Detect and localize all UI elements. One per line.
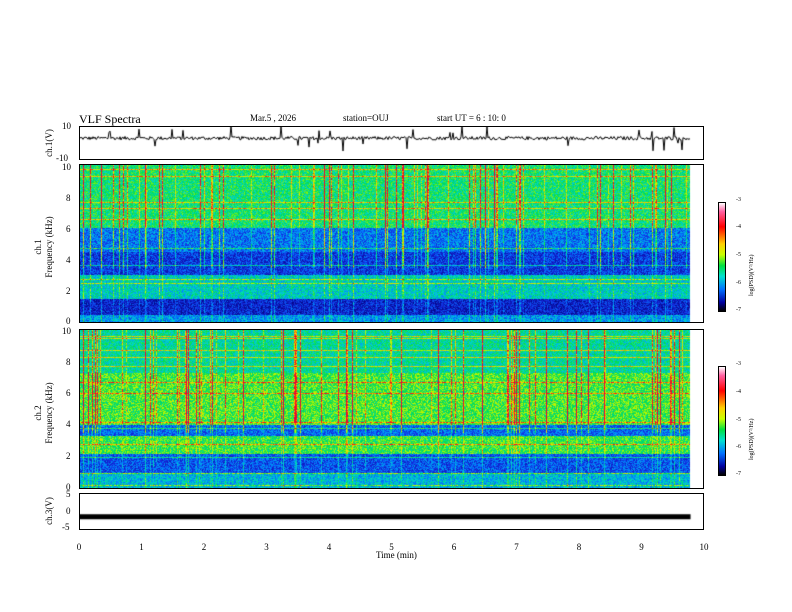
x-tick-label: 7 [514,542,519,552]
ch3-ytick-0: 0 [66,506,71,516]
ch2-spectrogram-ylabel: ch.2 Frequency (kHz) [33,363,55,463]
x-tick-label: 10 [699,542,709,552]
x-axis-label: Time (min) [376,550,417,560]
ch3-waveform-ylabel: ch.3(V) [44,497,54,525]
ch2-cbar-tick: -4 [736,389,741,395]
ch1-spectrogram-image [80,165,703,322]
ch2-ylabel-line2: Frequency (kHz) [44,382,54,444]
ch2-cbar-tick: -6 [736,444,741,450]
ch1-ytick: 0 [66,316,71,326]
ch1-ytick: 4 [66,255,71,265]
ch3-waveform-line [80,494,703,529]
ch1-waveform-line [80,127,703,159]
ch2-cbar-tick: -3 [736,361,741,367]
ch2-ytick: 6 [66,388,71,398]
ch1-ytick: 10 [62,162,71,172]
ch2-colorbar-label: log(PSD)(V²/Hz) [749,418,755,460]
ch1-ylabel-line1: ch.1 [33,239,43,255]
ch2-ytick: 0 [66,482,71,492]
ch1-cbar-tick: -7 [736,307,741,313]
date-label: Mar.5 , 2026 [250,113,296,123]
x-tick-label: 9 [639,542,644,552]
x-tick-label: 1 [139,542,144,552]
ch1-waveform-ylabel: ch.1(V) [44,129,54,157]
chart-title: VLF Spectra [79,112,141,126]
ch1-ytick-10: 10 [62,121,71,131]
ch2-colorbar [718,366,726,476]
ch1-cbar-tick: -3 [736,197,741,203]
ch3-waveform-panel [79,493,704,530]
ch1-colorbar-label: log(PSD)(V²/Hz) [749,254,755,296]
ch1-waveform-panel [79,126,704,160]
ch1-ytick: 2 [66,286,71,296]
x-tick-label: 0 [76,542,82,552]
ch3-ytick-5: 5 [66,489,71,499]
ch1-spectrogram-panel [79,164,704,323]
ch1-ytick: 8 [66,193,71,203]
ch1-ytick: 6 [66,224,71,234]
ch2-ylabel-line1: ch.2 [33,405,43,421]
ch2-spectrogram-image [80,330,703,488]
ch2-cbar-tick: -7 [736,471,741,477]
ch2-ytick: 4 [66,419,71,429]
x-tick-label: 6 [451,542,457,552]
start-time-label: start UT = 6 : 10: 0 [437,113,506,123]
x-tick-label: 3 [264,542,269,552]
ch1-cbar-tick: -5 [736,252,741,258]
x-tick-label: 2 [201,542,207,552]
ch3-ytick-neg5: -5 [62,522,70,532]
ch1-spectrogram-ylabel: ch.1 Frequency (kHz) [33,197,55,297]
ch2-ytick: 10 [62,326,71,336]
ch2-cbar-tick: -5 [736,417,741,423]
ch2-spectrogram-panel [79,329,704,489]
ch1-ytick-neg10: -10 [56,153,68,163]
ch1-colorbar [718,202,726,312]
x-tick-label: 8 [576,542,582,552]
ch1-cbar-tick: -6 [736,280,741,286]
ch1-ylabel-line2: Frequency (kHz) [44,216,54,278]
x-tick-label: 5 [389,542,394,552]
ch1-cbar-tick: -4 [736,224,741,230]
ch2-ytick: 8 [66,357,71,367]
station-label: station=OUJ [343,113,389,123]
ch2-ytick: 2 [66,451,71,461]
x-tick-label: 4 [326,542,332,552]
